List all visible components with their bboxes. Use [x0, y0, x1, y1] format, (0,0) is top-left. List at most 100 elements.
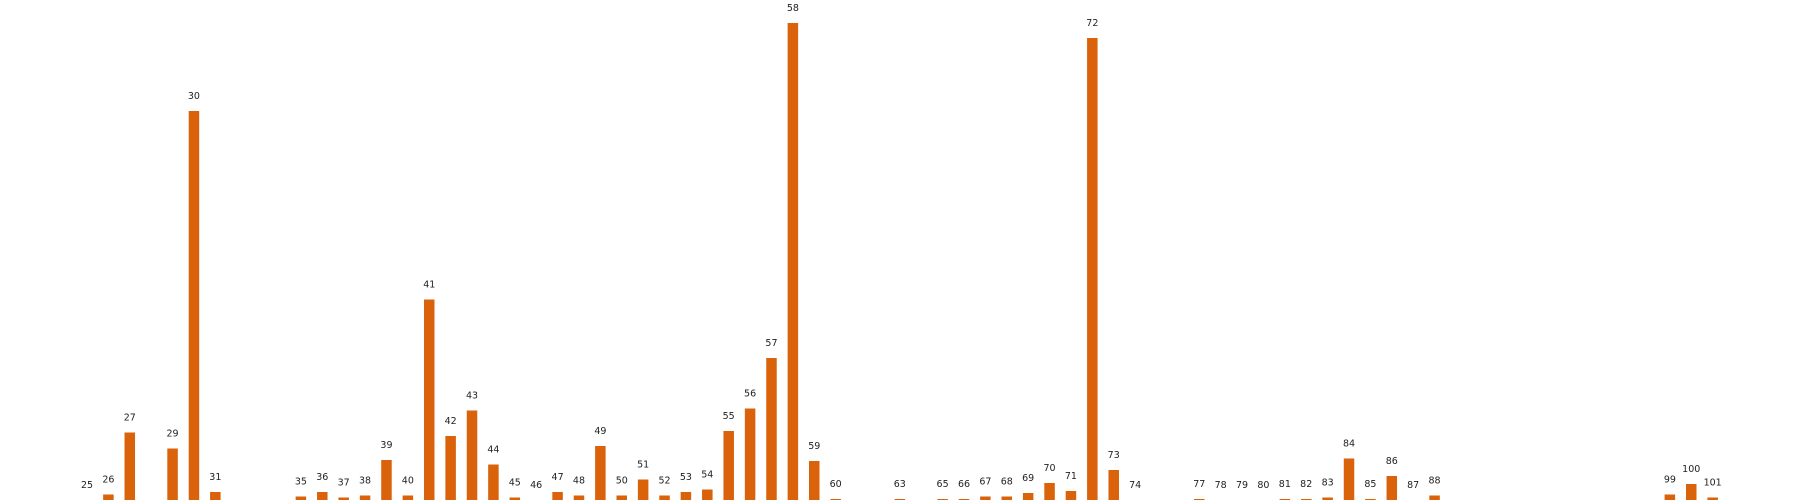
bar: [1343, 458, 1355, 500]
bar-label: 65: [937, 479, 949, 490]
bar-label: 72: [1086, 18, 1098, 29]
bar-label: 66: [958, 479, 970, 490]
bar-label: 63: [894, 479, 906, 490]
bar: [680, 492, 692, 500]
bar-label: 57: [765, 338, 777, 349]
bar-label: 87: [1407, 480, 1419, 491]
bar-label: 30: [188, 91, 200, 102]
bar: [1108, 470, 1119, 500]
bar: [702, 489, 713, 500]
bar-label: 70: [1044, 463, 1056, 474]
bar-label: 51: [637, 460, 649, 471]
bar: [723, 431, 734, 500]
bar-label: 80: [1257, 480, 1269, 491]
bar-label: 79: [1236, 480, 1248, 491]
bar: [1044, 483, 1055, 500]
bar: [787, 23, 799, 500]
bar: [295, 496, 307, 500]
bar: [1322, 497, 1333, 500]
bar-label: 50: [616, 476, 628, 487]
bar: [766, 358, 777, 500]
bar-label: 73: [1108, 450, 1120, 461]
bar: [210, 492, 221, 500]
bar-label: 83: [1322, 478, 1334, 489]
bar: [1001, 496, 1013, 500]
bar-label: 81: [1279, 479, 1291, 490]
bar: [381, 460, 392, 500]
bar: [809, 461, 820, 500]
bar: [573, 495, 585, 500]
bar: [595, 446, 606, 500]
bar-label: 56: [744, 389, 756, 400]
bar-label: 40: [402, 476, 414, 487]
bar: [445, 436, 456, 500]
bar-label: 77: [1193, 479, 1205, 490]
bar: [466, 410, 478, 500]
bar-label: 58: [787, 3, 799, 14]
bar-label: 54: [701, 470, 713, 481]
bar-label: 71: [1065, 471, 1077, 482]
bar-label: 49: [594, 426, 606, 437]
bar: [488, 464, 499, 500]
bar-label: 43: [466, 391, 478, 402]
bar-label: 29: [167, 429, 179, 440]
bar-label: 69: [1022, 473, 1034, 484]
bar-label: 52: [658, 476, 670, 487]
bar-label: 26: [102, 475, 114, 486]
bar-label: 38: [359, 476, 371, 487]
bar-label: 68: [1001, 477, 1013, 488]
bar-label: 46: [530, 480, 542, 491]
bar: [317, 492, 328, 500]
bar-label: 85: [1364, 479, 1376, 490]
bar-label: 88: [1429, 476, 1441, 487]
bar: [167, 448, 178, 500]
bar: [402, 495, 414, 500]
bar-label: 48: [573, 476, 585, 487]
bar: [338, 497, 349, 500]
bar-label: 101: [1704, 478, 1722, 489]
bar-label: 86: [1386, 456, 1398, 467]
bar-label: 31: [209, 472, 221, 483]
bar: [423, 299, 435, 500]
bar-label: 53: [680, 472, 692, 483]
bar-label: 82: [1300, 479, 1312, 490]
bar-label: 41: [423, 280, 435, 291]
bar: [359, 495, 371, 500]
bar: [1686, 484, 1697, 500]
bar: [659, 495, 670, 500]
bar: [1386, 476, 1398, 500]
bar-label: 35: [295, 477, 307, 488]
bar: [637, 479, 649, 500]
bar: [188, 111, 200, 500]
bar: [744, 408, 756, 500]
bar-label: 36: [316, 472, 328, 483]
bar-label: 45: [509, 478, 521, 489]
bar-label: 99: [1664, 475, 1676, 486]
bar: [124, 432, 136, 500]
bar-label: 59: [808, 441, 820, 452]
bar: [1664, 494, 1676, 500]
bar: [980, 496, 991, 500]
bar-label: 25: [81, 480, 93, 491]
bar: [1429, 495, 1440, 500]
bar-label: 67: [979, 477, 991, 488]
bar: [1022, 493, 1034, 500]
bar-label: 47: [552, 472, 564, 483]
bar-label: 42: [445, 416, 457, 427]
bar: [103, 494, 114, 500]
bar-label: 78: [1215, 480, 1227, 491]
bar-label: 74: [1129, 480, 1141, 491]
bar-label: 39: [380, 440, 392, 451]
bar-label: 84: [1343, 439, 1355, 450]
bar: [509, 497, 521, 500]
bar-label: 37: [338, 478, 350, 489]
bar-label: 100: [1682, 464, 1700, 475]
bar-label: 55: [723, 411, 735, 422]
bar-label: 60: [830, 479, 842, 490]
bar: [616, 495, 627, 500]
bar-label: 27: [124, 413, 136, 424]
bar: [1707, 497, 1718, 500]
bar: [552, 492, 563, 500]
